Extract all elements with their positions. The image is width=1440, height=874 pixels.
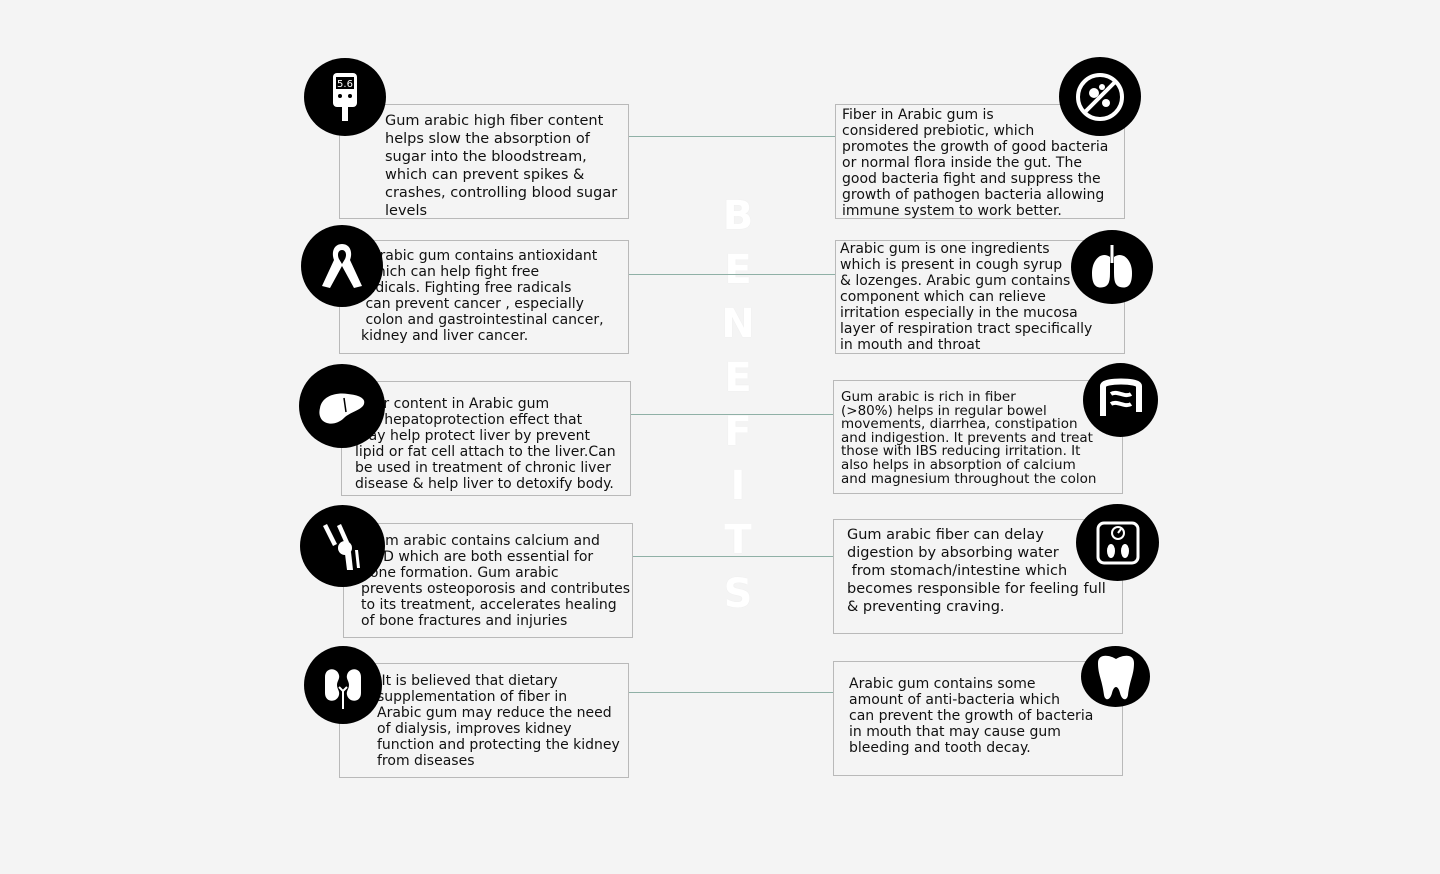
connector-1: [628, 136, 835, 137]
title-letter: E: [724, 355, 752, 401]
benefit-text: Arabic gum is one ingredients which is p…: [840, 241, 1093, 353]
benefit-card-digestion: Gum arabic is rich in fiber (>80%) helps…: [833, 380, 1123, 494]
benefit-text: Arabic gum contains antioxidant which ca…: [361, 248, 604, 344]
title-letter: F: [724, 409, 752, 455]
tooth-icon: [1081, 646, 1150, 707]
title-letter: T: [724, 517, 752, 563]
title-letter: N: [721, 301, 755, 347]
intestine-icon: [1083, 363, 1158, 437]
benefit-card-bone: Gum arabic contains calcium and vit D wh…: [343, 523, 633, 638]
benefit-text: Gum arabic high fiber content helps slow…: [385, 113, 618, 219]
benefit-text: Gum arabic contains calcium and vit D wh…: [361, 533, 631, 629]
connector-3: [630, 414, 833, 415]
awareness-ribbon-icon: [301, 225, 383, 307]
benefit-text: Gum arabic is rich in fiber (>80%) helps…: [841, 389, 1097, 487]
benefit-card-satiety: Gum arabic fiber can delay digestion by …: [833, 519, 1123, 634]
no-bacteria-icon: [1059, 57, 1141, 136]
connector-2: [628, 274, 835, 275]
benefit-text: Fiber in Arabic gum is considered prebio…: [842, 107, 1109, 219]
benefit-card-dental: Arabic gum contains some amount of anti-…: [833, 661, 1123, 776]
svg-text:5.6: 5.6: [337, 79, 353, 90]
knee-joint-icon: [300, 505, 385, 587]
kidneys-icon: [304, 646, 382, 724]
weight-scale-icon: [1076, 504, 1159, 581]
benefit-card-blood-sugar: Gum arabic high fiber content helps slow…: [339, 104, 629, 219]
benefit-text: Fiber content in Arabic gum has hepatopr…: [355, 396, 616, 492]
benefit-card-liver: Fiber content in Arabic gum has hepatopr…: [341, 381, 631, 496]
benefit-text: Arabic gum contains some amount of anti-…: [849, 676, 1094, 756]
benefit-text: It is believed that dietary supplementat…: [377, 673, 620, 769]
lungs-icon: [1071, 230, 1153, 304]
connector-4: [632, 556, 833, 557]
benefit-card-respiratory: Arabic gum is one ingredients which is p…: [835, 240, 1125, 354]
benefit-card-prebiotic: Fiber in Arabic gum is considered prebio…: [835, 104, 1125, 219]
title-letter: B: [722, 193, 754, 239]
glucose-meter-icon: 5.6: [304, 58, 386, 136]
benefit-card-cancer: Arabic gum contains antioxidant which ca…: [339, 240, 629, 354]
title-letter: S: [723, 571, 753, 617]
title-letter: E: [724, 247, 752, 293]
benefit-card-kidney: It is believed that dietary supplementat…: [339, 663, 629, 778]
title-letter: I: [730, 463, 746, 509]
connector-5: [628, 692, 833, 693]
benefit-text: Gum arabic fiber can delay digestion by …: [847, 527, 1106, 615]
liver-icon: [299, 364, 385, 448]
